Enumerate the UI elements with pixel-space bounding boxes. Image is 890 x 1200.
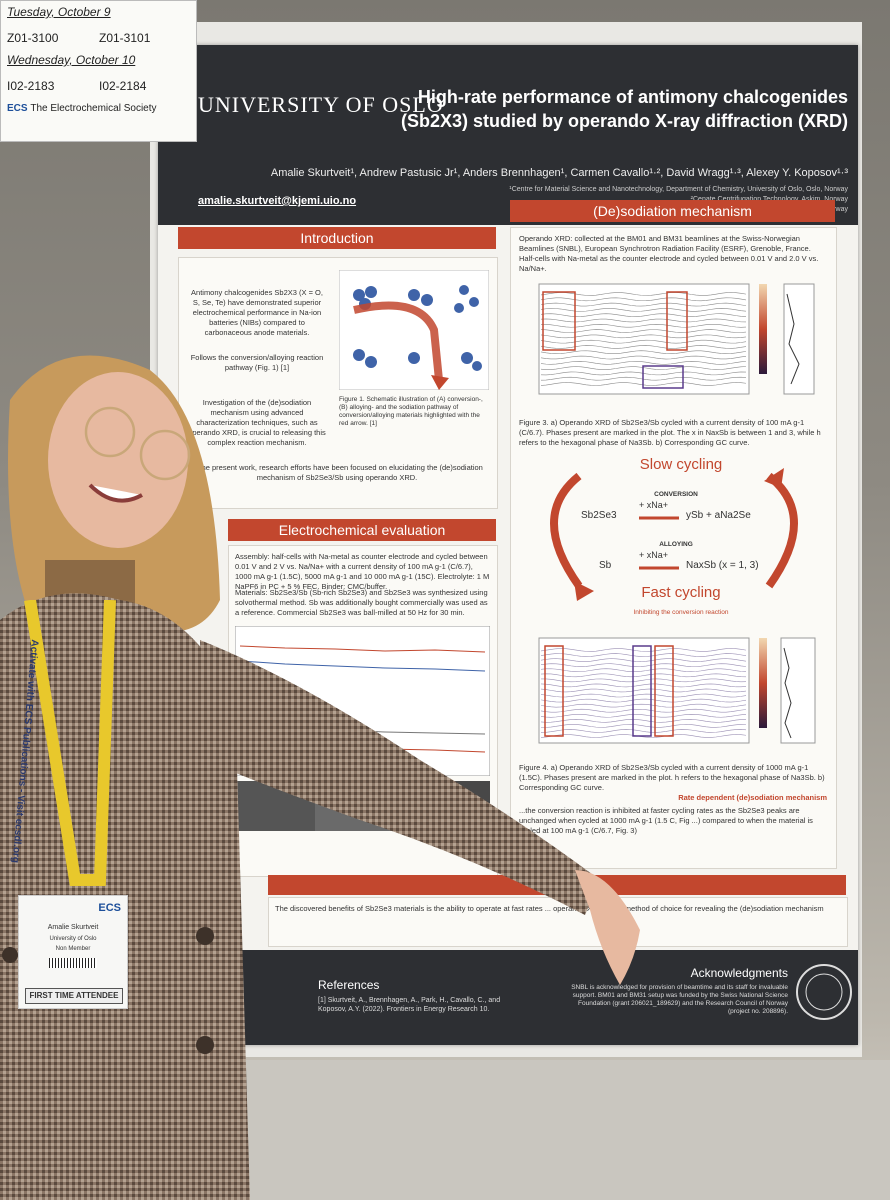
conversion-label: CONVERSION (654, 491, 698, 498)
figure-4-operando-xrd (538, 637, 816, 744)
poster-title: High-rate performance of antimony chalco… (328, 85, 848, 133)
figure-1-schematic (339, 270, 489, 390)
diffraction-trace (540, 688, 747, 693)
reaction-2-arrow-label: + xNa+ (639, 550, 669, 560)
poster-authors: Amalie Skurtveit¹, Andrew Pastusic Jr¹, … (270, 167, 848, 179)
diffraction-trace (540, 729, 747, 733)
badge-member-type: Non Member (55, 946, 91, 952)
affiliation-2: ²Cenate Centrifugation Technology, Askim… (691, 196, 848, 203)
reaction-1-arrow-label: + xNa+ (639, 500, 669, 510)
diffraction-trace (540, 678, 747, 683)
acknowledgments-text: SNBL is acknowledged for provision of be… (571, 984, 788, 1015)
diffraction-trace (540, 698, 747, 703)
title-line-2: (Sb2X3) studied by operando X-ray diffra… (400, 111, 848, 131)
diffraction-trace (540, 658, 747, 662)
affiliation-1: ¹Centre for Material Science and Nanotec… (509, 186, 848, 193)
figure-4-caption: Figure 4. a) Operando XRD of Sb2Se3/Sb c… (519, 763, 825, 792)
section-desodiation: (De)sodiation mechanism (510, 200, 835, 222)
day-1-room-1: Z01-3100 (7, 31, 59, 45)
diffraction-trace (540, 653, 747, 657)
section-electrochemical: Electrochemical evaluation (228, 519, 496, 541)
conclusion-text: The discovered benefits of Sb2Se3 materi… (275, 904, 824, 913)
section-introduction: Introduction (178, 227, 496, 249)
diffraction-trace (540, 663, 747, 667)
room-schedule-card: Tuesday, October 9 Z01-3100 Z01-3101 Wed… (0, 0, 197, 142)
badge-name: Amalie Skurtveit (47, 924, 99, 931)
diffraction-trace (540, 350, 747, 355)
slow-cycling-label: Slow cycling (639, 456, 723, 473)
poster: UNIVERSITY OF OSLO High-rate performance… (158, 45, 858, 1045)
schedule-day-2: Wednesday, October 10 (7, 53, 136, 67)
intro-text-2: Follows the conversion/alloying reaction… (190, 353, 324, 372)
diffraction-trace (540, 693, 747, 698)
figure-3-caption: Figure 3. a) Operando XRD of Sb2Se3/Sb c… (519, 418, 821, 447)
desodiation-panel: Operando XRD: collected at the BM01 and … (510, 227, 837, 869)
schedule-day-1: Tuesday, October 9 (7, 5, 111, 19)
intro-text-3: Investigation of the (de)sodiation mecha… (188, 398, 326, 447)
figure-1-caption: Figure 1. Schematic illustration of (A) … (339, 396, 483, 427)
references-title: References (318, 978, 380, 992)
author-email: amalie.skurtveit@kjemi.uio.no (198, 195, 357, 207)
diffraction-trace (540, 703, 747, 708)
introduction-panel: Antimony chalcogenides Sb2X3 (X = O, S, … (178, 257, 498, 509)
university-seal (796, 964, 852, 1020)
reaction-1-product: ySb + aNa2Se (686, 510, 751, 521)
reaction-2-product: NaxSb (x = 1, 3) (686, 560, 759, 571)
diffraction-trace (540, 724, 747, 728)
poster-footer: References [1] Skurtveit, A., Brennhagen… (158, 950, 858, 1045)
day-2-room-2: I02-2184 (99, 79, 147, 93)
echem-text-2: Materials: Sb2Se3/Sb (Sb-rich Sb2Se3) an… (235, 588, 488, 617)
diffraction-trace (540, 673, 747, 678)
poster-header: UNIVERSITY OF OSLO High-rate performance… (158, 45, 858, 225)
diffraction-trace (540, 708, 747, 713)
diffraction-trace (540, 361, 747, 365)
title-line-1: High-rate performance of antimony chalco… (417, 87, 848, 107)
reference-1: [1] Skurtveit, A., Brennhagen, A., Park,… (318, 997, 501, 1013)
lanyard (24, 600, 116, 886)
figure-3-operando-xrd (538, 283, 815, 395)
operando-text: Operando XRD: collected at the BM01 and … (519, 234, 819, 273)
university-logo: UNIVERSITY OF OSLO (198, 92, 444, 117)
society-name: The Electrochemical Society (30, 103, 157, 114)
diffraction-trace (540, 719, 747, 723)
rate-dependent-title: Rate dependent (de)sodiation mechanism (678, 793, 827, 802)
badge-logo: ECS (98, 902, 121, 914)
intro-text-4: In the present work, research efforts ha… (191, 463, 483, 482)
badge-first-time: FIRST TIME ATTENDEE (25, 988, 123, 1004)
name-badge: ECS Amalie Skurtveit University of Oslo … (18, 895, 128, 1009)
ecs-society-label: ECS The Electrochemical Society (7, 103, 157, 114)
diffraction-trace (540, 683, 747, 688)
day-1-room-2: Z01-3101 (99, 31, 151, 45)
diffraction-trace (540, 713, 747, 718)
fast-cycling-label: Fast cycling (641, 584, 721, 601)
reaction-1-reactant: Sb2Se3 (581, 510, 617, 521)
day-2-room-1: I02-2183 (7, 79, 55, 93)
intro-text-1: Antimony chalcogenides Sb2X3 (X = O, S, … (191, 288, 323, 337)
diffraction-trace (540, 648, 747, 652)
diffraction-trace (540, 355, 747, 360)
badge-barcode (49, 958, 97, 968)
diffraction-trace (540, 668, 747, 673)
badge-org: University of Oslo (49, 936, 97, 942)
ecs-logo-icon: ECS (7, 103, 31, 114)
inhibiting-label: Inhibiting the conversion reaction (633, 609, 729, 616)
acknowledgments-title: Acknowledgments (690, 966, 788, 980)
reaction-cycle-diagram (550, 468, 798, 601)
reaction-2-reactant: Sb (599, 560, 612, 571)
rate-dependent-text: ...the conversion reaction is inhibited … (519, 806, 813, 835)
echem-text-1: Assembly: half-cells with Na-metal as co… (235, 552, 490, 591)
alloying-label: ALLOYING (659, 541, 693, 548)
diffraction-trace (540, 734, 747, 738)
